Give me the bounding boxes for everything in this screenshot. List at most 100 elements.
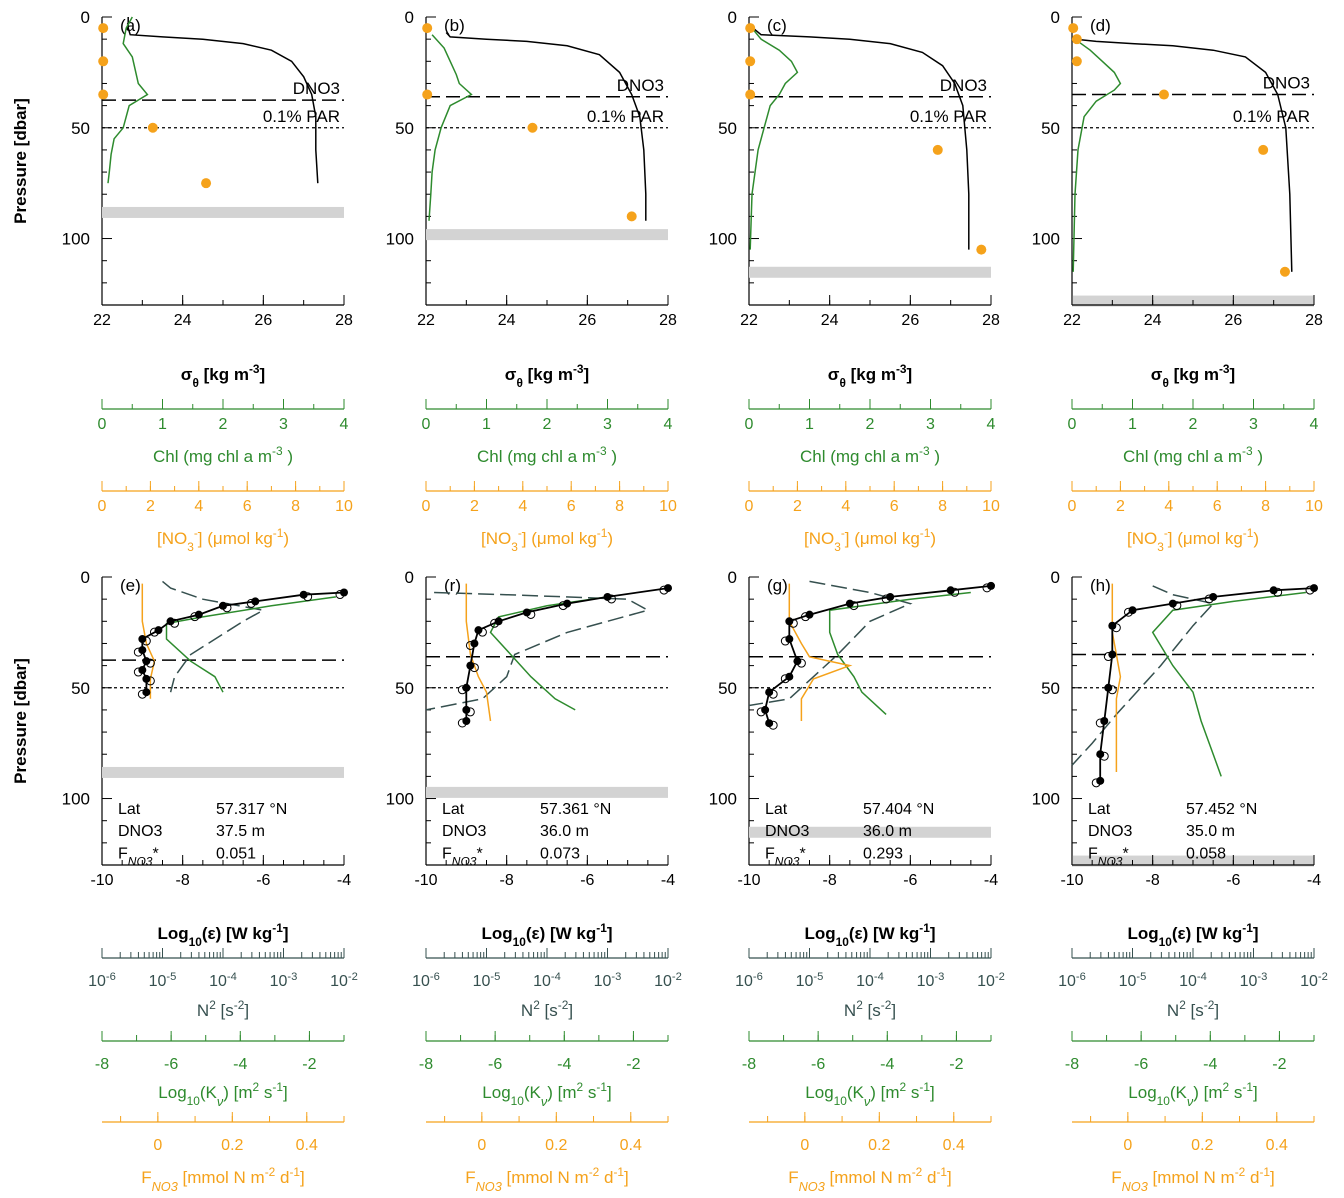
epsilon-axis-title: Log10(ε) [W kg-1]	[1127, 921, 1258, 949]
lat-value-part: 57.317 °N	[216, 801, 287, 818]
chl-axis-tick-label: 2	[219, 416, 228, 433]
dno3-value: 36.0 m	[540, 823, 589, 840]
n2-tick-label: 10-2	[1300, 971, 1328, 990]
nitrate-axis-tick-label: 10	[659, 498, 677, 515]
dno3-line-label: DNO3	[293, 79, 340, 98]
epsilon-point-alt	[659, 585, 669, 595]
nitrate-axis-tick-label-part: 6	[243, 498, 252, 515]
n2-tick-label-part: 10	[412, 973, 430, 990]
pressure-tick-label-part: 50	[71, 679, 90, 698]
epsilon-axis-tick-label-part: -10	[90, 872, 113, 889]
epsilon-axis-tick-label-part: -8	[176, 872, 190, 889]
sigma-axis-title-part: -3	[249, 362, 260, 376]
fno3-label-part: F	[118, 845, 128, 862]
sigma-axis-title-part: σ	[181, 365, 193, 384]
chl-axis-tick-label-part: 0	[745, 416, 754, 433]
pressure-tick-label: 100	[1032, 230, 1060, 249]
nitrate-axis-tick-label: 6	[243, 498, 252, 515]
panel-label-part: (e)	[120, 576, 141, 595]
nitrate-axis-tick-label-part: 2	[470, 498, 479, 515]
nitrate-axis-tick-label-part: 4	[841, 498, 850, 515]
lat-label: Lat	[442, 801, 465, 818]
kv-tick-label-part: -6	[488, 1056, 502, 1073]
chl-axis-tick-label: 4	[664, 416, 673, 433]
epsilon-point-alt	[796, 658, 806, 668]
pressure-tick-label: 50	[1041, 119, 1060, 138]
chl-axis-tick-label: 0	[745, 416, 754, 433]
pressure-tick-label: 50	[1041, 679, 1060, 698]
nitrate-axis-tick-label-part: 2	[1116, 498, 1125, 515]
kv-axis-title-part: s	[906, 1083, 919, 1102]
sigma-axis-tick-label: 24	[1144, 312, 1162, 329]
chl-axis-title: Chl (mg chl a m-3 )	[1123, 444, 1263, 466]
kv-axis-title-part: s	[583, 1083, 596, 1102]
flux-axis-title-part: [mmol N m	[825, 1168, 912, 1187]
chl-axis-tick-label-part: 3	[603, 416, 612, 433]
panel-label: (b)	[444, 16, 465, 35]
fno3-value-part: 0.058	[1186, 845, 1226, 862]
kv-profile-line	[1151, 591, 1306, 777]
epsilon-point-alt	[145, 658, 155, 668]
kv-tick-label-part: -4	[1203, 1056, 1217, 1073]
panel-label: (d)	[1090, 16, 1111, 35]
epsilon-axis-title-part: 10	[513, 935, 527, 949]
epsilon-axis-title-part: Log	[157, 924, 188, 943]
flux-axis-title-part: -1	[1259, 1165, 1270, 1179]
kv-axis-title-part: ) [m	[1193, 1083, 1222, 1102]
n2-profile-line	[162, 580, 266, 693]
lat-value-part: 57.452 °N	[1186, 801, 1257, 818]
n2-tick-label-part: 10	[1300, 973, 1318, 990]
flux-axis-title-part: NO3	[799, 1179, 825, 1194]
flux-tick-label-part: 0.2	[221, 1137, 243, 1154]
nitrate-point	[147, 122, 158, 133]
lat-label: Lat	[1088, 801, 1111, 818]
chl-axis-tick-label: 1	[805, 416, 814, 433]
nitrate-axis-tick-label-part: 4	[1164, 498, 1173, 515]
pressure-tick-label: 50	[71, 679, 90, 698]
pressure-tick-label-part: 100	[62, 790, 90, 809]
nitrate-axis-tick-label: 4	[841, 498, 850, 515]
panel-label-part: (b)	[444, 16, 465, 35]
sigma-axis-title: σθ [kg m-3]	[1151, 362, 1235, 390]
epsilon-axis-tick-label: -10	[414, 872, 437, 889]
flux-axis-title-part: ]	[300, 1168, 305, 1187]
nitrate-point	[422, 23, 433, 34]
lat-label-part: Lat	[1088, 801, 1111, 818]
flux-axis-title-part: [mmol N m	[1148, 1168, 1235, 1187]
pressure-tick-label-part: 0	[728, 568, 737, 587]
sigma-axis-title-part: ]	[584, 365, 590, 384]
pressure-axis-title-group: Pressure [dbar]	[11, 658, 30, 784]
n2-tick-label: 10-6	[735, 971, 763, 990]
epsilon-point-alt	[457, 685, 467, 695]
flux-axis-title: FNO3 [mmol N m-2 d-1]	[1111, 1165, 1275, 1194]
kv-axis-title-part: 2	[577, 1080, 584, 1094]
epsilon-point-alt	[756, 707, 766, 717]
n2-tick-label-part: -2	[348, 971, 358, 983]
chl-axis-tick-label-part: 0	[422, 416, 431, 433]
n2-axis-title-part: 2	[533, 998, 540, 1012]
kv-tick-label: -4	[557, 1056, 571, 1073]
pressure-tick-label-part: 50	[395, 679, 414, 698]
dno3-label-part: DNO3	[118, 823, 163, 840]
epsilon-point-alt	[1099, 751, 1109, 761]
epsilon-axis-tick-label: -4	[1307, 872, 1321, 889]
sigma-axis-title: σθ [kg m-3]	[828, 362, 912, 390]
epsilon-axis-title-part: ]	[1253, 924, 1259, 943]
flux-axis-title-part: -1	[289, 1165, 300, 1179]
fno3-label-part: NO3	[775, 854, 800, 868]
kv-axis-title: Log10(Kν) [m2 s-1]	[1128, 1080, 1257, 1109]
flux-axis-title-part: d	[922, 1168, 936, 1187]
nitrate-axis-tick-label: 4	[194, 498, 203, 515]
pressure-tick-label-part: 0	[81, 568, 90, 587]
nitrate-axis-title-part: )	[283, 529, 289, 548]
sigma-axis-title-part: ]	[907, 365, 913, 384]
nitrate-point	[98, 89, 109, 100]
n2-tick-label-part: -3	[287, 971, 297, 983]
panel-label: (r)	[444, 576, 461, 595]
seafloor-bar	[102, 206, 344, 218]
epsilon-axis-tick-label: -10	[90, 872, 113, 889]
epsilon-axis-tick-label-part: -10	[737, 872, 760, 889]
flux-tick-label-part: 0.2	[868, 1137, 890, 1154]
flux-axis-title-part: F	[788, 1168, 798, 1187]
dno3-value-part: 35.0 m	[1186, 823, 1235, 840]
